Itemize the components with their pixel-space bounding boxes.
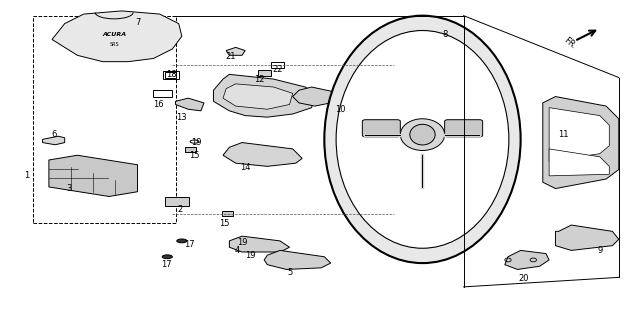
Text: 20: 20 xyxy=(518,275,529,284)
Ellipse shape xyxy=(336,30,509,248)
Bar xyxy=(165,197,189,206)
Polygon shape xyxy=(223,84,293,109)
Polygon shape xyxy=(223,142,302,166)
Text: 21: 21 xyxy=(225,52,236,61)
Polygon shape xyxy=(214,74,315,117)
Polygon shape xyxy=(49,155,137,196)
Text: 17: 17 xyxy=(184,240,195,249)
Text: 1: 1 xyxy=(24,172,29,180)
Text: 19: 19 xyxy=(237,238,247,247)
Bar xyxy=(33,16,176,223)
Polygon shape xyxy=(549,108,609,162)
Text: 2: 2 xyxy=(177,205,183,214)
Text: 16: 16 xyxy=(153,100,163,109)
Bar xyxy=(222,211,233,215)
Bar xyxy=(185,147,197,152)
Text: 17: 17 xyxy=(161,260,171,269)
Text: 5: 5 xyxy=(287,268,292,277)
Bar xyxy=(258,70,270,76)
Text: 15: 15 xyxy=(190,151,200,160)
Text: 19: 19 xyxy=(245,251,256,260)
Polygon shape xyxy=(226,47,245,55)
Ellipse shape xyxy=(324,16,521,263)
Text: SRS: SRS xyxy=(109,42,119,47)
Text: 12: 12 xyxy=(254,75,265,84)
Polygon shape xyxy=(543,97,619,188)
FancyBboxPatch shape xyxy=(445,120,483,137)
Bar xyxy=(270,62,284,68)
Polygon shape xyxy=(43,136,65,145)
Text: 15: 15 xyxy=(219,219,230,228)
Text: 19: 19 xyxy=(191,138,202,147)
Ellipse shape xyxy=(400,119,445,150)
Polygon shape xyxy=(264,251,331,269)
Polygon shape xyxy=(505,251,549,269)
Text: ACURA: ACURA xyxy=(102,32,126,37)
Polygon shape xyxy=(555,225,619,251)
Text: 11: 11 xyxy=(558,130,569,139)
FancyBboxPatch shape xyxy=(363,120,400,137)
Polygon shape xyxy=(52,11,182,62)
Polygon shape xyxy=(176,98,204,111)
Bar xyxy=(153,90,172,97)
Text: 6: 6 xyxy=(52,130,57,139)
Text: 13: 13 xyxy=(177,113,187,122)
Text: FR.: FR. xyxy=(562,36,578,51)
Polygon shape xyxy=(293,87,337,106)
Polygon shape xyxy=(230,236,289,252)
Text: 14: 14 xyxy=(240,164,251,172)
Text: 10: 10 xyxy=(335,105,345,114)
Ellipse shape xyxy=(162,255,172,259)
Text: 18: 18 xyxy=(166,70,176,79)
Ellipse shape xyxy=(177,239,187,243)
Text: 9: 9 xyxy=(597,246,602,255)
Text: 7: 7 xyxy=(135,18,141,27)
Bar xyxy=(165,72,176,78)
Polygon shape xyxy=(549,149,609,176)
Bar xyxy=(163,71,179,79)
Text: 8: 8 xyxy=(442,30,447,39)
Ellipse shape xyxy=(410,124,435,145)
Text: 4: 4 xyxy=(235,246,240,255)
Text: 22: 22 xyxy=(273,65,284,74)
Text: 3: 3 xyxy=(66,184,72,193)
